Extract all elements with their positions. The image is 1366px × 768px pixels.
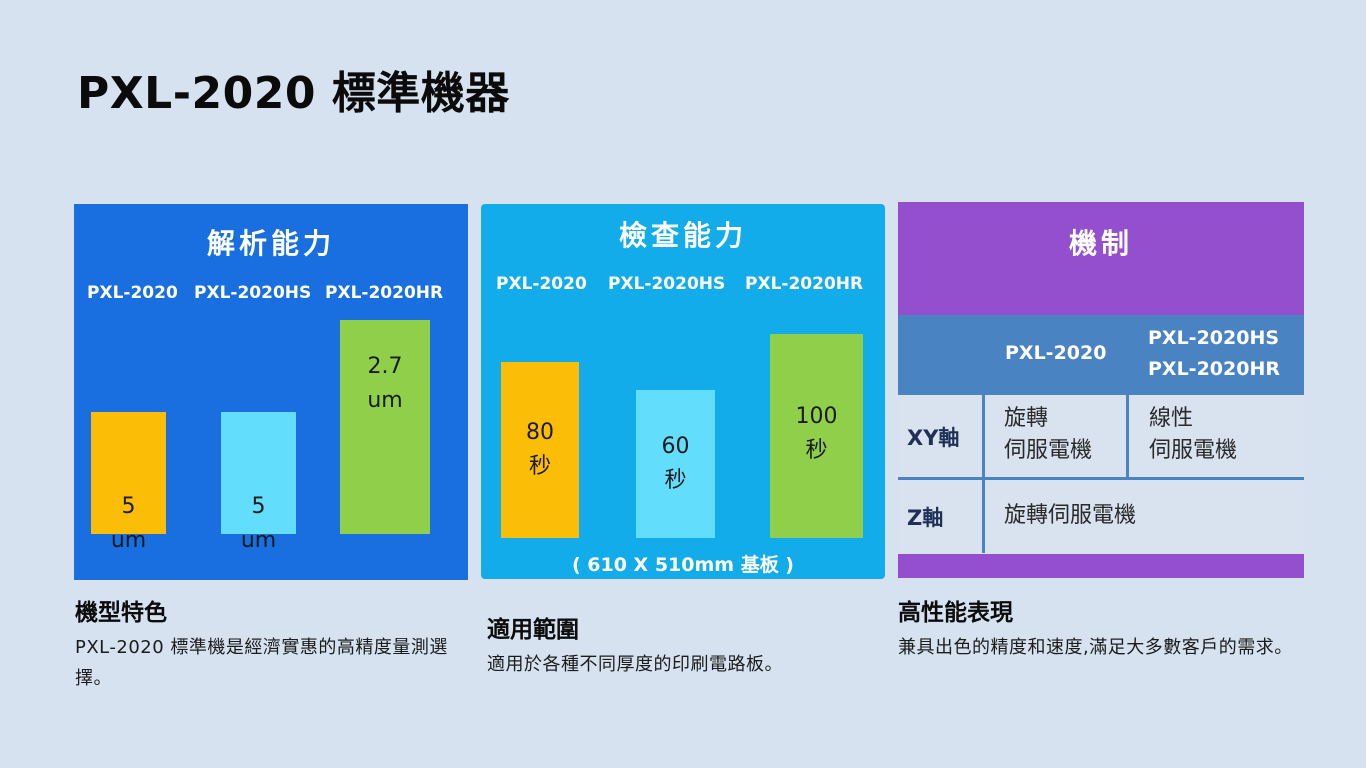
row-label-xy-axis: XY軸 (907, 426, 960, 450)
resolution-bar-pxl2020hs: 5 um (221, 412, 296, 553)
model-label-pxl2020: PXL-2020 (496, 274, 587, 294)
page-title: PXL-2020 標準機器 (77, 68, 510, 119)
mechanism-footer (898, 554, 1304, 578)
table-divider (898, 477, 1304, 480)
row-label-z-axis: Z軸 (907, 506, 944, 530)
resolution-panel: 解析能力 PXL-2020 PXL-2020HS PXL-2020HR 5 um… (74, 204, 468, 580)
inspection-bar-pxl2020: 80 秒 (501, 362, 579, 538)
mechanism-column-header: PXL-2020 PXL-2020HS PXL-2020HR (898, 315, 1304, 392)
model-label-pxl2020hr: PXL-2020HR (325, 283, 444, 303)
mechanism-panel: 機制 PXL-2020 PXL-2020HS PXL-2020HR XY軸 旋轉… (898, 202, 1304, 578)
caption-title-features: 機型特色 (75, 600, 167, 626)
bar-value-label: 80 秒 (526, 420, 554, 479)
bar-value-label: 5 um (110, 494, 147, 553)
table-divider (898, 392, 1304, 395)
caption-title-scope: 適用範圍 (487, 617, 579, 643)
caption-title-performance: 高性能表現 (898, 600, 1013, 626)
table-divider (982, 395, 985, 553)
model-label-pxl2020: PXL-2020 (87, 283, 178, 303)
column-pxl2020: PXL-2020 (1005, 342, 1107, 364)
mechanism-header: 機制 (898, 202, 1304, 315)
inspection-panel: 檢查能力 PXL-2020 PXL-2020HS PXL-2020HR 80 秒… (481, 204, 885, 579)
resolution-bar-pxl2020: 5 um (91, 412, 166, 553)
caption-text-features: PXL-2020 標準機是經濟實惠的高精度量測選擇。 (75, 637, 448, 689)
mechanism-panel-title: 機制 (1068, 227, 1133, 260)
caption-text-performance: 兼具出色的精度和速度,滿足大多數客戶的需求。 (898, 637, 1293, 658)
model-label-pxl2020hs: PXL-2020HS (608, 274, 726, 294)
table-divider (1126, 395, 1129, 477)
column-pxl2020hs: PXL-2020HS (1148, 327, 1280, 349)
bar-value-label: 2.7 um (367, 354, 403, 413)
xy-axis-pxl2020hs-hr: 線性 伺服電機 (1149, 406, 1238, 463)
model-label-pxl2020hs: PXL-2020HS (194, 283, 312, 303)
xy-axis-pxl2020: 旋轉 伺服電機 (1004, 406, 1093, 463)
bar-value-label: 5 um (240, 494, 277, 553)
inspection-bar-pxl2020hs: 60 秒 (636, 390, 715, 538)
table-row-z-axis: Z軸 旋轉伺服電機 (898, 480, 1304, 553)
bar-value-label: 60 秒 (661, 434, 690, 493)
table-row-xy-axis: XY軸 旋轉 伺服電機 線性 伺服電機 (898, 395, 1304, 477)
inspection-bar-pxl2020hr: 100 秒 (770, 334, 863, 538)
caption-text-scope: 適用於各種不同厚度的印刷電路板。 (487, 654, 783, 675)
bar-value-label: 100 秒 (795, 404, 838, 463)
inspection-panel-title: 檢查能力 (618, 219, 747, 252)
model-label-pxl2020hr: PXL-2020HR (745, 274, 864, 294)
resolution-panel-title: 解析能力 (206, 227, 335, 260)
board-size-note: ( 610 X 510mm 基板 ) (571, 554, 794, 576)
z-axis-all-models: 旋轉伺服電機 (1004, 503, 1137, 528)
resolution-bar-pxl2020hr: 2.7 um (340, 320, 430, 534)
column-pxl2020hr: PXL-2020HR (1148, 358, 1280, 380)
